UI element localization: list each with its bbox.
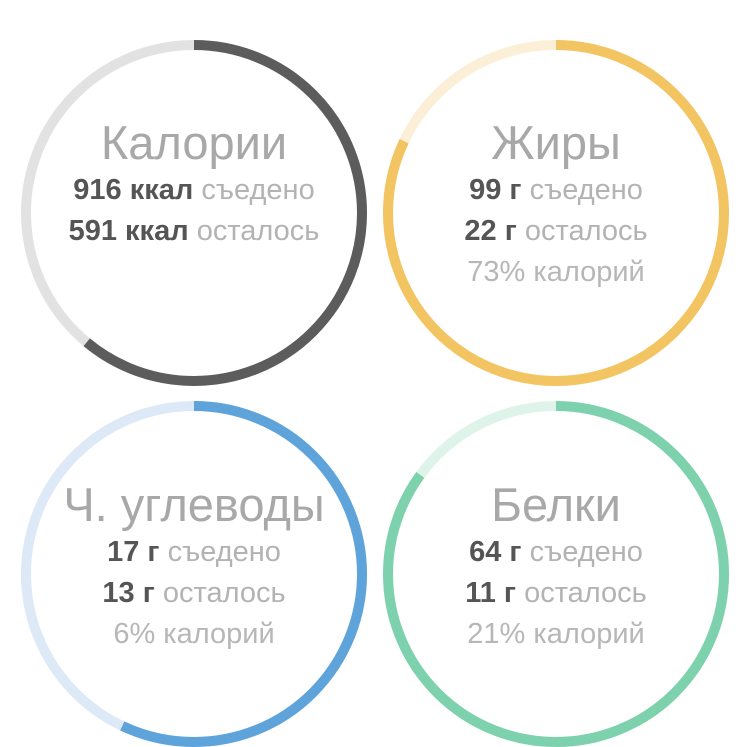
calories-left-value: 591 ккал — [68, 215, 189, 247]
fats-eaten-label: съедено — [529, 174, 643, 206]
carbs-left: 13 г осталось — [29, 573, 359, 614]
proteins-left-label: осталось — [524, 577, 647, 609]
carbs-ring-progress — [21, 401, 367, 747]
proteins-title: Белки — [491, 478, 621, 531]
fats-ring — [383, 40, 729, 386]
calories-left-label: осталось — [196, 215, 320, 247]
proteins-eaten-value: 64 г — [469, 536, 522, 568]
proteins-left-value: 11 г — [465, 577, 517, 609]
fats-ring-progress — [383, 40, 729, 386]
fats-card: Жиры 99 г съедено 22 г осталось 73% кало… — [391, 116, 721, 293]
fats-eaten-value: 99 г — [469, 174, 522, 206]
calories-eaten-value: 916 ккал — [73, 174, 194, 206]
carbs-percent: 6% калорий — [113, 618, 275, 650]
carbs-eaten-value: 17 г — [107, 536, 160, 568]
carbs-left-label: осталось — [162, 577, 286, 609]
carbs-eaten: 17 г съедено — [29, 532, 359, 573]
proteins-ring-progress — [383, 401, 729, 747]
fats-eaten: 99 г съедено — [391, 170, 721, 211]
fats-left-value: 22 г — [464, 215, 517, 247]
proteins-card: Белки 64 г съедено 11 г осталось 21% кал… — [391, 478, 721, 655]
calories-card: Калории 916 ккал съедено 591 ккал остало… — [29, 116, 359, 252]
fats-left-label: осталось — [524, 215, 648, 247]
carbs-left-value: 13 г — [102, 577, 155, 609]
fats-left: 22 г осталось — [391, 211, 721, 252]
proteins-eaten: 64 г съедено — [391, 532, 721, 573]
calories-ring — [21, 40, 367, 386]
carbs-ring — [21, 401, 367, 747]
proteins-left: 11 г осталось — [391, 573, 721, 614]
carbs-title: Ч. углеводы — [63, 478, 325, 531]
proteins-eaten-label: съедено — [529, 536, 643, 568]
calories-eaten-label: съедено — [201, 174, 315, 206]
calories-left: 591 ккал осталось — [29, 211, 359, 252]
proteins-ring — [383, 401, 729, 747]
carbs-card: Ч. углеводы 17 г съедено 13 г осталось 6… — [29, 478, 359, 655]
proteins-percent: 21% калорий — [467, 618, 645, 650]
calories-title: Калории — [100, 116, 288, 169]
carbs-eaten-label: съедено — [167, 536, 281, 568]
calories-eaten: 916 ккал съедено — [29, 170, 359, 211]
calories-ring-progress — [21, 40, 367, 386]
fats-title: Жиры — [491, 116, 621, 169]
fats-percent: 73% калорий — [467, 256, 645, 288]
